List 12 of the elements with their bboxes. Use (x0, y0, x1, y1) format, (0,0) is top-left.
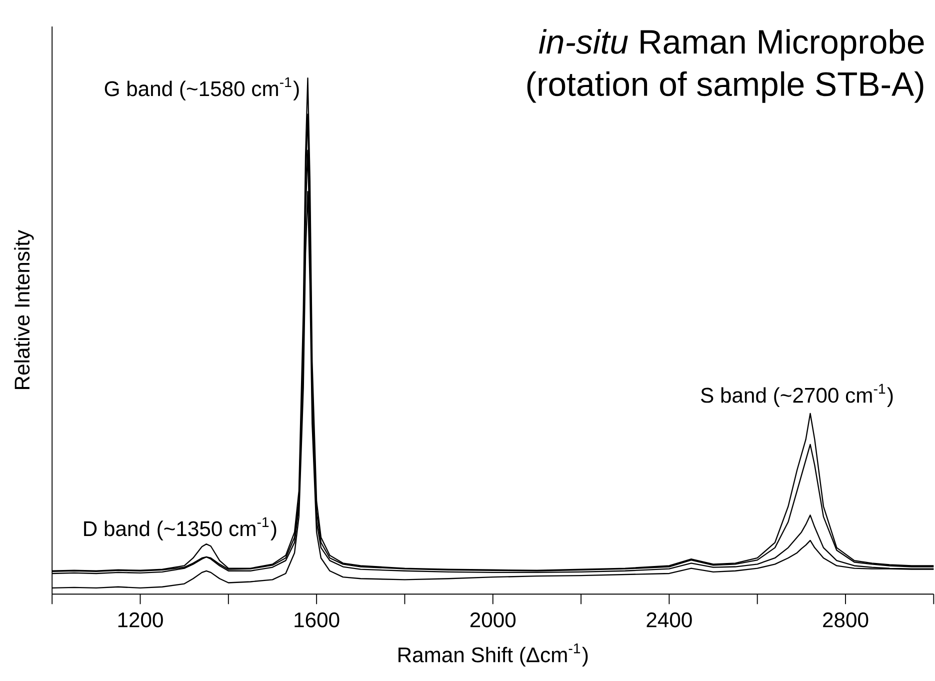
y-axis-title: Relative Intensity (14, 230, 34, 390)
annotation: D band (~1350 cm$^{-1}$) (84, 517, 276, 540)
x-tick-label: 2000 (470, 612, 516, 628)
annotation: G band (~1580 cm$^{-1}$) (104, 77, 299, 100)
chart-title: in-situ Raman Microprobe (538, 29, 924, 61)
x-tick-label: 1200 (118, 612, 163, 628)
x-tick-label: 2800 (823, 612, 868, 628)
x-tick-label: 1600 (294, 612, 340, 628)
chart-subtitle: (rotation of sample STB-A) (527, 71, 924, 103)
x-tick-label: 2400 (646, 612, 692, 628)
annotation: S band (~2700 cm$^{-1}$) (701, 384, 893, 407)
x-axis-title: Raman Shift (Δcm$^{-1}$) (398, 644, 588, 667)
